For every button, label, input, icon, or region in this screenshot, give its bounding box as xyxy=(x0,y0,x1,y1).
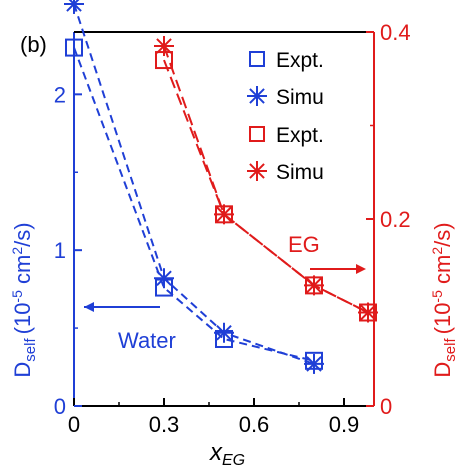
legend-label-4: Simu xyxy=(276,161,324,184)
right-label-exp2: 2 xyxy=(429,247,445,255)
water-arrowhead xyxy=(84,302,94,312)
panel-label: (b) xyxy=(20,32,47,57)
x-tick-label-3: 0.9 xyxy=(329,412,360,437)
legend-label-1: Expt. xyxy=(276,49,324,72)
x-tick-label-0: 0 xyxy=(68,412,80,437)
point-1-2 xyxy=(214,322,234,343)
right-label-units: (10 xyxy=(430,303,455,335)
point-3-3 xyxy=(358,302,378,323)
right-label-main: D xyxy=(430,362,455,378)
left-label-exp2: 2 xyxy=(9,247,25,255)
left-label-sub: self xyxy=(22,338,39,362)
left-label-units: (10 xyxy=(10,303,35,335)
series-line-0 xyxy=(73,47,315,362)
legend-label-2: Simu xyxy=(276,86,324,109)
legend-marker-blue-asterisk xyxy=(247,86,267,106)
x-ticks: 0 0.3 0.6 0.9 xyxy=(68,398,359,437)
point-3-0 xyxy=(154,36,174,57)
point-1-1 xyxy=(154,268,174,289)
point-3-2 xyxy=(304,275,324,296)
series-line-3 xyxy=(163,45,369,314)
series-layer xyxy=(64,0,378,374)
left-tick-label-0: 0 xyxy=(54,394,66,419)
water-annotation: Water xyxy=(118,328,176,353)
point-1-3 xyxy=(304,353,324,374)
series-line-1 xyxy=(73,3,315,365)
left-label-exp: -5 xyxy=(9,290,25,303)
legend-marker-red-asterisk xyxy=(247,161,267,181)
series-line-2 xyxy=(163,59,369,314)
left-tick-label-1: 1 xyxy=(54,238,66,263)
legend-marker-blue-square xyxy=(249,51,265,67)
eg-arrowhead xyxy=(356,264,366,274)
right-label-sub: self xyxy=(442,338,459,362)
left-label-rest: cm xyxy=(10,255,35,290)
x-axis-label: xEG xyxy=(209,439,245,469)
right-label-end: /s) xyxy=(430,222,455,246)
left-tick-label-2: 2 xyxy=(54,82,66,107)
x-axis-label-sub: EG xyxy=(222,452,245,469)
x-tick-label-1: 0.3 xyxy=(149,412,180,437)
right-ticks: 0 0.2 0.4 xyxy=(366,20,411,419)
point-0-0 xyxy=(65,38,83,57)
x-tick-label-2: 0.6 xyxy=(239,412,270,437)
point-3-1 xyxy=(214,204,234,225)
legend: Expt. Simu Expt. Simu xyxy=(247,49,324,184)
right-label-exp: -5 xyxy=(429,290,445,303)
legend-asterisk-red-shape xyxy=(247,161,267,181)
eg-annotation: EG xyxy=(288,232,320,257)
left-label-end: /s) xyxy=(10,222,35,246)
legend-label-3: Expt. xyxy=(276,124,324,147)
right-label-rest: cm xyxy=(430,255,455,290)
x-axis-label-main: x xyxy=(209,439,223,466)
point-1-0 xyxy=(64,0,84,14)
left-axis-label: Dself (10-5 cm2/s) xyxy=(9,222,39,377)
legend-asterisk-blue-shape xyxy=(247,86,267,106)
right-tick-label-0: 0 xyxy=(380,394,392,419)
legend-marker-red-square xyxy=(249,126,265,142)
right-tick-label-2: 0.4 xyxy=(380,20,411,45)
left-ticks: 0 1 2 xyxy=(54,82,82,419)
left-label-main: D xyxy=(10,362,35,378)
right-axis-label: Dself (10-5 cm2/s) xyxy=(429,222,459,377)
right-tick-label-1: 0.2 xyxy=(380,207,411,232)
